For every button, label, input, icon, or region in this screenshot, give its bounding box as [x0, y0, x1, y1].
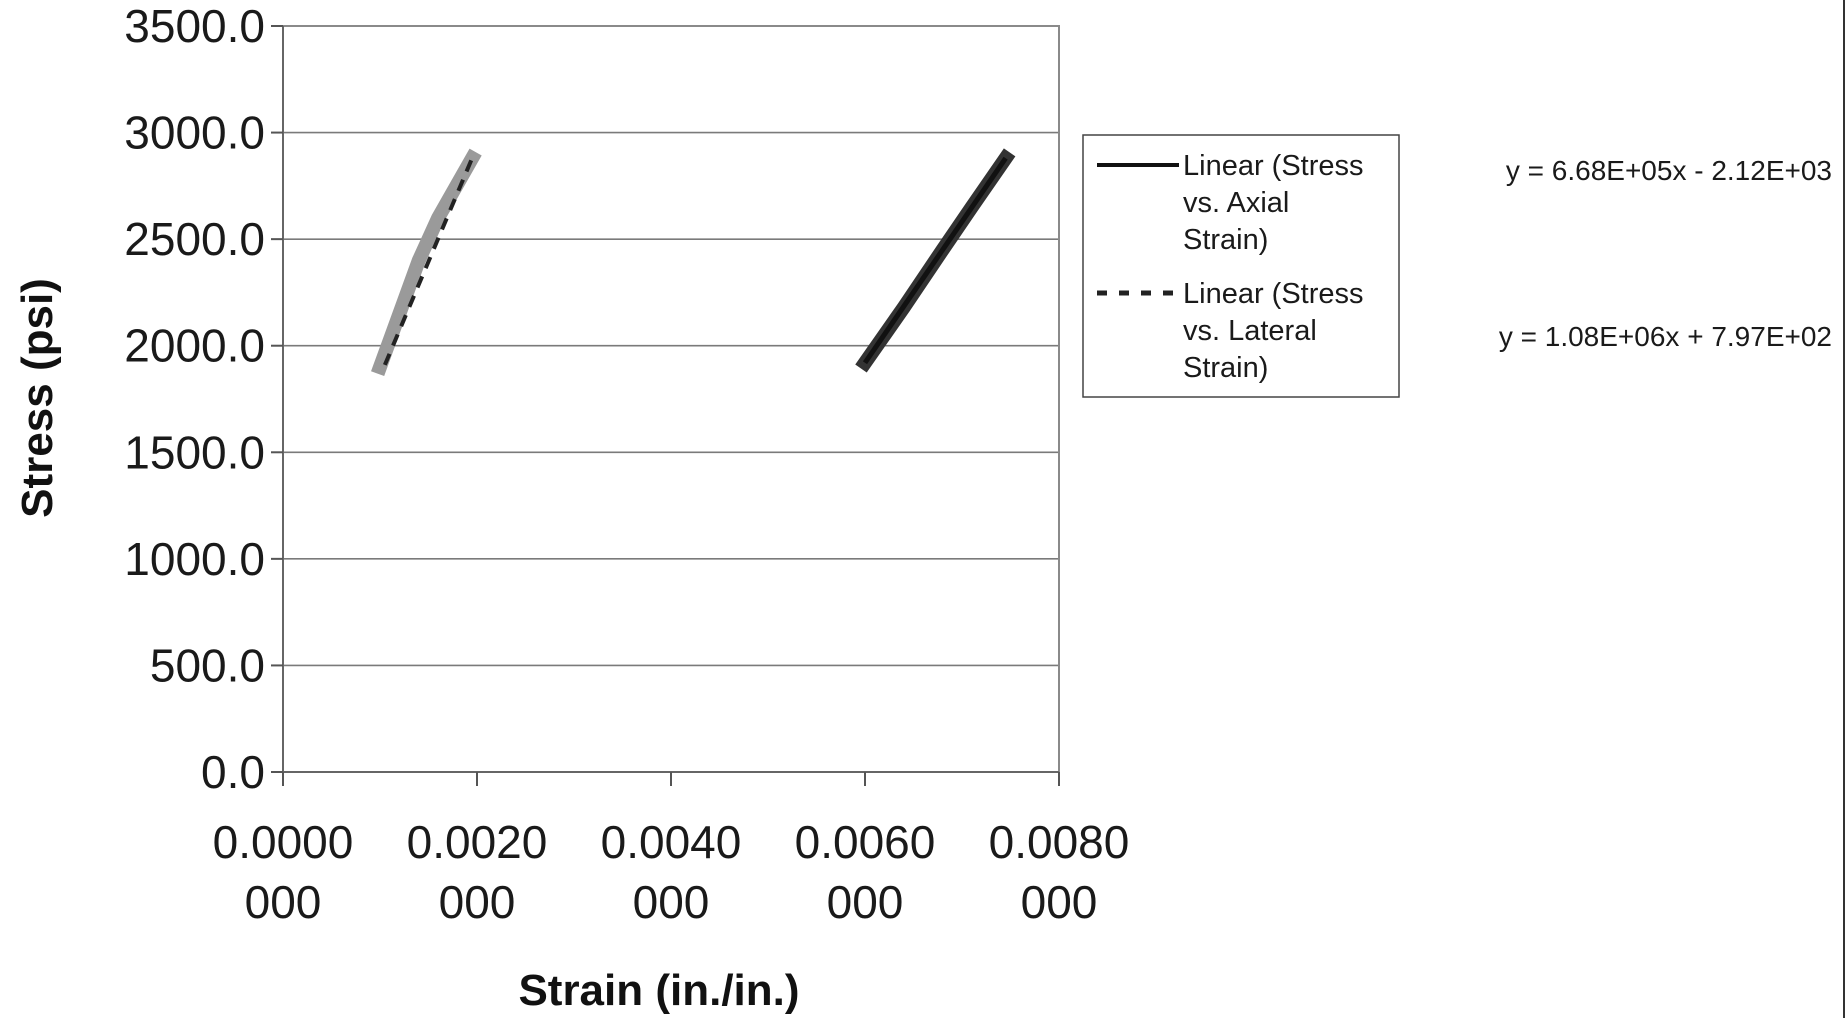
data-point-0-0 — [374, 361, 386, 374]
legend-label-0-line-2: Strain) — [1183, 224, 1268, 256]
x-tick-label-1-line-1: 000 — [439, 876, 516, 928]
y-tick-label-5: 2500.0 — [124, 213, 265, 265]
legend-items: Linear (Stress vs. Axial Strain)Linear (St… — [1097, 150, 1364, 384]
x-tick-label-0-line-0: 0.0000 — [213, 816, 354, 868]
y-tick-label-3: 1500.0 — [124, 426, 265, 478]
data-point-0-1 — [393, 307, 406, 320]
y-tick-label-4: 2000.0 — [124, 320, 265, 372]
legend-label-0-line-0: Linear (Stress — [1183, 150, 1364, 182]
trendline-equations: y = 6.68E+05x - 2.12E+03 y = 1.08E+06x +… — [1499, 155, 1832, 352]
legend-label-0-line-1: vs. Axial — [1183, 187, 1289, 219]
y-tick-label-2: 1000.0 — [124, 533, 265, 585]
y-axis-title: Stress (psi) — [13, 278, 62, 518]
trendline-equation-axial: y = 6.68E+05x - 2.12E+03 — [1506, 155, 1832, 186]
x-tick-label-3: 0.0060 000 — [795, 816, 936, 928]
trendline-3 — [383, 157, 474, 366]
legend-label-1-line-0: Linear (Stress — [1183, 278, 1364, 310]
y-tick-label-1: 500.0 — [150, 639, 265, 691]
series-layer — [371, 148, 1016, 377]
legend-label-1-line-1: vs. Lateral — [1183, 315, 1317, 347]
x-axis-title: Strain (in./in.) — [518, 966, 799, 1015]
legend-label-1-line-2: Strain) — [1183, 352, 1268, 384]
y-axis: 0.0 500.0 1000.0 1500.0 2000.0 2500.0 3000.0 35… — [124, 0, 284, 798]
x-tick-label-2-line-0: 0.0040 — [601, 816, 742, 868]
x-tick-label-2-line-1: 000 — [633, 876, 710, 928]
x-tick-label-4-line-1: 000 — [1021, 876, 1098, 928]
y-tick-label-7: 3500.0 — [124, 0, 265, 52]
x-tick-label-1: 0.0020 000 — [407, 816, 548, 928]
y-tick-label-6: 3000.0 — [124, 107, 265, 159]
x-tick-label-4: 0.0080 000 — [989, 816, 1130, 928]
legend-label-1: Linear (Stress vs. Lateral Strain) — [1183, 278, 1364, 384]
x-tick-label-1-line-0: 0.0020 — [407, 816, 548, 868]
x-tick-label-0-line-1: 000 — [245, 876, 322, 928]
x-tick-label-2: 0.0040 000 — [601, 816, 742, 928]
legend-label-0: Linear (Stress vs. Axial Strain) — [1183, 150, 1364, 256]
x-tick-label-0: 0.0000 000 — [213, 816, 354, 928]
x-axis: 0.0000 0000.0020 0000.0040 0000.0060 0000.00… — [213, 771, 1130, 928]
data-point-0-3 — [432, 211, 445, 224]
x-tick-label-3-line-1: 000 — [827, 876, 904, 928]
x-tick-label-3-line-0: 0.0060 — [795, 816, 936, 868]
trendline-equation-lateral: y = 1.08E+06x + 7.97E+02 — [1499, 321, 1832, 352]
legend: Linear (Stress vs. Axial Strain)Linear (St… — [1082, 134, 1400, 398]
gridlines — [283, 25, 1059, 667]
data-point-0-2 — [412, 254, 425, 267]
trendline-2 — [862, 156, 1008, 365]
plot-area-frame — [282, 25, 1060, 773]
legend-box — [1082, 134, 1400, 398]
x-tick-label-4-line-0: 0.0080 — [989, 816, 1130, 868]
y-tick-label-0: 0.0 — [201, 746, 265, 798]
